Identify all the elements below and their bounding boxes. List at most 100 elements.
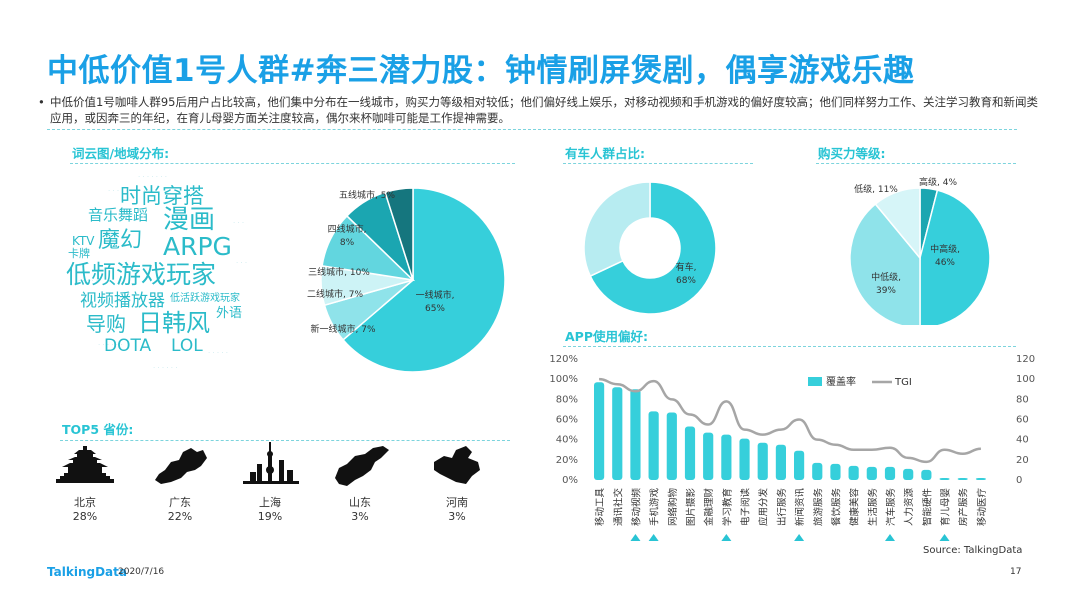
footer-logo: TalkingData: [47, 565, 127, 579]
province-name: 广东: [169, 496, 191, 509]
svg-text:· · · · · · ·: · · · · · · ·: [138, 173, 167, 181]
slice-label: 高级, 4%: [919, 176, 957, 188]
y-tick-right: 20: [1016, 455, 1029, 466]
beijing-temple-icon: [56, 446, 114, 483]
x-tick-label: 健康美容: [849, 488, 861, 527]
bar-生活服务: [866, 466, 877, 480]
y-tick-left: 20%: [556, 455, 578, 466]
word-14: LOL: [171, 336, 203, 356]
province-value: 3%: [351, 510, 369, 523]
slice-label: 一线城市,: [416, 289, 455, 301]
section-app-line: [563, 346, 1016, 347]
word-13: DOTA: [104, 336, 152, 356]
slice-label: 四线城市,: [328, 223, 367, 235]
word-10: 外语: [216, 306, 242, 321]
word-8: 视频播放器: [80, 291, 165, 311]
word-5: KTV: [72, 234, 95, 248]
province-value: 28%: [72, 510, 98, 523]
bar-图片摄影: [684, 426, 696, 480]
x-tick-label: 移动医疗: [976, 488, 988, 527]
footer-date: 2020/7/16: [118, 567, 165, 577]
x-tick-label: 旅游服务: [812, 488, 824, 527]
bar-人力资源: [903, 468, 914, 480]
x-tick-label: 汽车服务: [885, 488, 897, 527]
word-7: 低频游戏玩家: [66, 260, 216, 289]
province-name: 山东: [349, 496, 371, 509]
slice-label: 三线城市, 10%: [308, 266, 370, 278]
pie-slice-低级: [874, 187, 921, 261]
slice-label: 二线城市, 7%: [307, 288, 363, 300]
word-cloud: · · · · · · · · · · · · · · · · · · · · ·…: [66, 173, 247, 372]
highlight-marker-icon: [794, 534, 805, 541]
word-6: 卡牌: [68, 246, 90, 260]
summary-text: • 中低价值1号咖啡人群95后用户占比较高，他们集中分布在一线城市，购买力等级相…: [38, 94, 1040, 126]
x-tick-label: 金融理财: [703, 488, 715, 527]
svg-text:· · · · · · · · · ·: · · · · · · · · · ·: [108, 187, 150, 195]
section-car-header: 有车人群占比:: [565, 146, 645, 161]
svg-text:· · · · · ·: · · · · · ·: [153, 364, 177, 372]
x-tick-label: 育儿母婴: [940, 488, 952, 526]
tgi-line: [599, 377, 981, 464]
bar-金融理财: [703, 432, 714, 480]
y-tick-right: 0: [1016, 475, 1022, 486]
section-top5-header: TOP5 省份:: [62, 422, 134, 437]
x-tick-label: 人力资源: [903, 488, 915, 527]
province-item: 山东 3%: [325, 440, 395, 523]
shanghai-tower-icon: [243, 442, 299, 484]
bar-健康美容: [848, 465, 859, 480]
section-top5-line: [60, 440, 510, 441]
page-number: 17: [1010, 567, 1022, 577]
slice-label: 低级, 11%: [854, 183, 898, 195]
province-name: 上海: [259, 496, 281, 509]
car-ownership-donut-chart: 有车, 68%: [583, 181, 717, 315]
province-value: 19%: [257, 510, 283, 523]
city-tier-pie-chart: 一线城市, 65% 新一线城市, 7% 二线城市, 7% 三线城市, 10% 四线城市, 8…: [307, 187, 506, 373]
bar-汽车服务: [884, 466, 896, 480]
y-tick-right: 60: [1016, 415, 1029, 426]
svg-text:· · ·: · · ·: [233, 219, 244, 227]
pie-slice-五线城市: [384, 187, 414, 281]
province-value: 3%: [448, 510, 466, 523]
y-tick-right: 80: [1016, 394, 1029, 405]
province-value: 22%: [167, 510, 193, 523]
x-tick-label: 房产服务: [958, 488, 970, 527]
province-name: 北京: [74, 496, 96, 509]
highlight-marker-icon: [630, 534, 641, 541]
y-tick-left: 80%: [556, 394, 578, 405]
province-item: 北京 28%: [50, 440, 120, 523]
slice-label: 中高级,: [930, 243, 960, 255]
section-car-line: [563, 163, 753, 164]
bar-育儿母婴: [939, 477, 950, 480]
slice-value-label: 65%: [425, 304, 445, 314]
x-tick-label: 出行服务: [776, 488, 788, 527]
bar-通讯社交: [612, 387, 623, 480]
bullet-dot-icon: •: [38, 95, 45, 109]
slice-value-label: 39%: [876, 286, 896, 296]
province-item: 广东 22%: [145, 440, 215, 523]
highlight-marker-icon: [721, 534, 732, 541]
slice-value-label: 68%: [676, 276, 696, 286]
x-tick-label: 餐饮服务: [830, 488, 842, 527]
x-tick-label: 图片摄影: [685, 488, 697, 527]
legend-label-tgi: TGI: [894, 377, 912, 388]
bar-移动工具: [594, 382, 605, 480]
purchase-level-pie-chart: 中高级, 46% 中低级, 39% 低级, 11% 高级, 4%: [849, 176, 991, 325]
x-tick-label: 智能硬件: [921, 488, 933, 527]
slice-label: 中低级,: [871, 271, 901, 283]
slice-label: 五线城市, 5%: [339, 189, 395, 201]
top5-provinces: 北京 28% 广东 22% 上海 19%: [50, 440, 520, 523]
section-wordcloud-header: 词云图/地域分布:: [72, 146, 170, 161]
bar-手机游戏: [648, 411, 659, 480]
word-12: 日韩风: [138, 309, 210, 337]
x-tick-label: 应用分发: [758, 488, 770, 527]
pie-slice-中高级: [919, 189, 991, 325]
section-purchase-header: 购买力等级:: [818, 146, 886, 161]
word-9: 低活跃游戏玩家: [170, 291, 240, 304]
y-tick-right: 120: [1016, 354, 1035, 365]
pie-slice-有车: [589, 181, 717, 315]
x-tick-label: 电子阅读: [740, 488, 752, 527]
x-tick-label: 生活服务: [867, 488, 879, 527]
bar-出行服务: [775, 444, 786, 480]
page-title: 中低价值1号人群#奔三潜力股：钟情刷屏煲剧，偶享游戏乐趣: [47, 53, 915, 89]
summary-bullet: 中低价值1号咖啡人群95后用户占比较高，他们集中分布在一线城市，购买力等级相对较…: [50, 95, 1038, 125]
